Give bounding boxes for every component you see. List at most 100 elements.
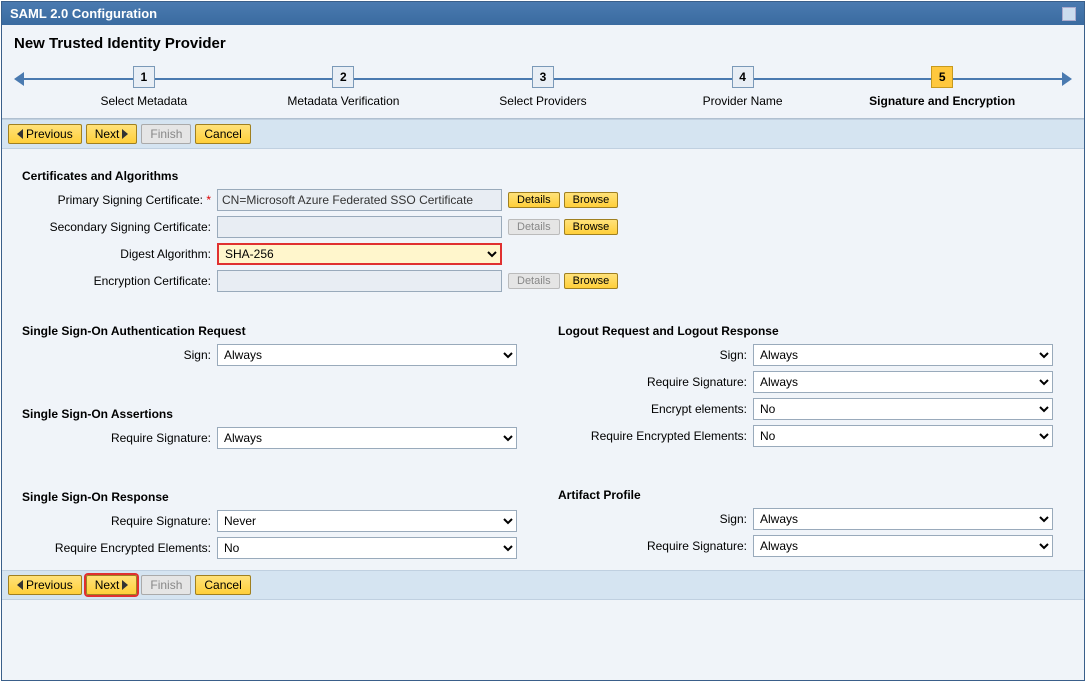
digest-select[interactable]: SHA-256: [217, 243, 502, 265]
logout-sign-row: Sign: Always: [558, 344, 1064, 366]
secondary-cert-row: Secondary Signing Certificate: Details B…: [22, 216, 1064, 238]
finish-button-bottom: Finish: [141, 575, 191, 595]
next-label: Next: [95, 578, 120, 592]
wizard-step-num: 4: [732, 66, 754, 88]
sso-resp-reqenc-label: Require Encrypted Elements:: [22, 541, 217, 555]
previous-button[interactable]: Previous: [8, 124, 82, 144]
toolbar-top: Previous Next Finish Cancel: [2, 119, 1084, 149]
primary-cert-input[interactable]: [217, 189, 502, 211]
secondary-cert-label: Secondary Signing Certificate:: [22, 220, 217, 234]
logout-enc-label: Encrypt elements:: [558, 402, 753, 416]
sso-auth-sign-label: Sign:: [22, 348, 217, 362]
sso-auth-sign-select[interactable]: Always: [217, 344, 517, 366]
next-button-bottom[interactable]: Next: [86, 575, 138, 595]
logout-enc-select[interactable]: No: [753, 398, 1053, 420]
logout-sign-label: Sign:: [558, 348, 753, 362]
primary-cert-row: Primary Signing Certificate: * Details B…: [22, 189, 1064, 211]
artifact-reqsig-label: Require Signature:: [558, 539, 753, 553]
artifact-sign-select[interactable]: Always: [753, 508, 1053, 530]
previous-label: Previous: [26, 127, 73, 141]
encryption-details-button: Details: [508, 273, 560, 289]
left-column: Single Sign-On Authentication Request Si…: [22, 316, 528, 564]
wizard-step-num: 5: [931, 66, 953, 88]
wizard-step-5[interactable]: 5 Signature and Encryption: [842, 66, 1042, 108]
artifact-title: Artifact Profile: [558, 488, 1064, 502]
titlebar: SAML 2.0 Configuration: [2, 2, 1084, 25]
artifact-sign-label: Sign:: [558, 512, 753, 526]
right-column: Logout Request and Logout Response Sign:…: [558, 316, 1064, 564]
wizard-step-num: 1: [133, 66, 155, 88]
next-label: Next: [95, 127, 120, 141]
wizard-nav: 1 Select Metadata 2 Metadata Verificatio…: [14, 66, 1072, 112]
secondary-cert-input[interactable]: [217, 216, 502, 238]
window-control-icon[interactable]: [1062, 7, 1076, 21]
toolbar-bottom: Previous Next Finish Cancel: [2, 570, 1084, 600]
window-title: SAML 2.0 Configuration: [10, 6, 157, 21]
wizard-step-4[interactable]: 4 Provider Name: [643, 66, 843, 108]
wizard-step-num: 2: [332, 66, 354, 88]
artifact-reqsig-row: Require Signature: Always: [558, 535, 1064, 557]
logout-reqenc-select[interactable]: No: [753, 425, 1053, 447]
sso-resp-reqenc-row: Require Encrypted Elements: No: [22, 537, 528, 559]
wizard-step-2[interactable]: 2 Metadata Verification: [244, 66, 444, 108]
encryption-cert-label: Encryption Certificate:: [22, 274, 217, 288]
sso-auth-title: Single Sign-On Authentication Request: [22, 324, 528, 338]
previous-label: Previous: [26, 578, 73, 592]
sso-assert-reqsig-label: Require Signature:: [22, 431, 217, 445]
logout-reqsig-label: Require Signature:: [558, 375, 753, 389]
secondary-browse-button[interactable]: Browse: [564, 219, 619, 235]
logout-sign-select[interactable]: Always: [753, 344, 1053, 366]
primary-browse-button[interactable]: Browse: [564, 192, 619, 208]
wizard-step-1[interactable]: 1 Select Metadata: [44, 66, 244, 108]
cert-section-title: Certificates and Algorithms: [22, 169, 1064, 183]
digest-row: Digest Algorithm: SHA-256: [22, 243, 1064, 265]
content-area: Certificates and Algorithms Primary Sign…: [2, 149, 1084, 570]
wizard-step-label: Select Metadata: [100, 94, 187, 108]
logout-enc-row: Encrypt elements: No: [558, 398, 1064, 420]
sso-resp-reqsig-row: Require Signature: Never: [22, 510, 528, 532]
digest-label: Digest Algorithm:: [22, 247, 217, 261]
encryption-cert-row: Encryption Certificate: Details Browse: [22, 270, 1064, 292]
sso-resp-title: Single Sign-On Response: [22, 490, 528, 504]
sso-resp-reqenc-select[interactable]: No: [217, 537, 517, 559]
encryption-cert-input[interactable]: [217, 270, 502, 292]
page-subtitle: New Trusted Identity Provider: [2, 25, 1084, 58]
sso-assert-reqsig-row: Require Signature: Always: [22, 427, 528, 449]
wizard-arrow-right-icon: [1062, 72, 1072, 86]
sso-assert-title: Single Sign-On Assertions: [22, 407, 528, 421]
triangle-right-icon: [122, 129, 128, 139]
primary-cert-label: Primary Signing Certificate: *: [22, 193, 217, 207]
sso-resp-reqsig-label: Require Signature:: [22, 514, 217, 528]
wizard-steps: 1 Select Metadata 2 Metadata Verificatio…: [44, 66, 1042, 108]
sso-assert-reqsig-select[interactable]: Always: [217, 427, 517, 449]
encryption-browse-button[interactable]: Browse: [564, 273, 619, 289]
required-indicator: *: [206, 193, 211, 207]
cancel-button-bottom[interactable]: Cancel: [195, 575, 250, 595]
logout-reqsig-row: Require Signature: Always: [558, 371, 1064, 393]
logout-reqenc-label: Require Encrypted Elements:: [558, 429, 753, 443]
triangle-left-icon: [17, 580, 23, 590]
artifact-reqsig-select[interactable]: Always: [753, 535, 1053, 557]
wizard-step-label: Select Providers: [499, 94, 586, 108]
logout-reqsig-select[interactable]: Always: [753, 371, 1053, 393]
finish-button: Finish: [141, 124, 191, 144]
next-button[interactable]: Next: [86, 124, 138, 144]
cancel-button[interactable]: Cancel: [195, 124, 250, 144]
logout-reqenc-row: Require Encrypted Elements: No: [558, 425, 1064, 447]
config-window: SAML 2.0 Configuration New Trusted Ident…: [1, 1, 1085, 681]
primary-cert-label-text: Primary Signing Certificate:: [58, 193, 203, 207]
wizard-step-label: Signature and Encryption: [869, 94, 1015, 108]
triangle-left-icon: [17, 129, 23, 139]
previous-button-bottom[interactable]: Previous: [8, 575, 82, 595]
wizard-arrow-left-icon: [14, 72, 24, 86]
secondary-details-button: Details: [508, 219, 560, 235]
sso-resp-reqsig-select[interactable]: Never: [217, 510, 517, 532]
two-column-area: Single Sign-On Authentication Request Si…: [22, 316, 1064, 564]
wizard-step-label: Provider Name: [703, 94, 783, 108]
logout-title: Logout Request and Logout Response: [558, 324, 1064, 338]
wizard-step-label: Metadata Verification: [287, 94, 399, 108]
triangle-right-icon: [122, 580, 128, 590]
wizard-step-3[interactable]: 3 Select Providers: [443, 66, 643, 108]
sso-auth-sign-row: Sign: Always: [22, 344, 528, 366]
primary-details-button[interactable]: Details: [508, 192, 560, 208]
